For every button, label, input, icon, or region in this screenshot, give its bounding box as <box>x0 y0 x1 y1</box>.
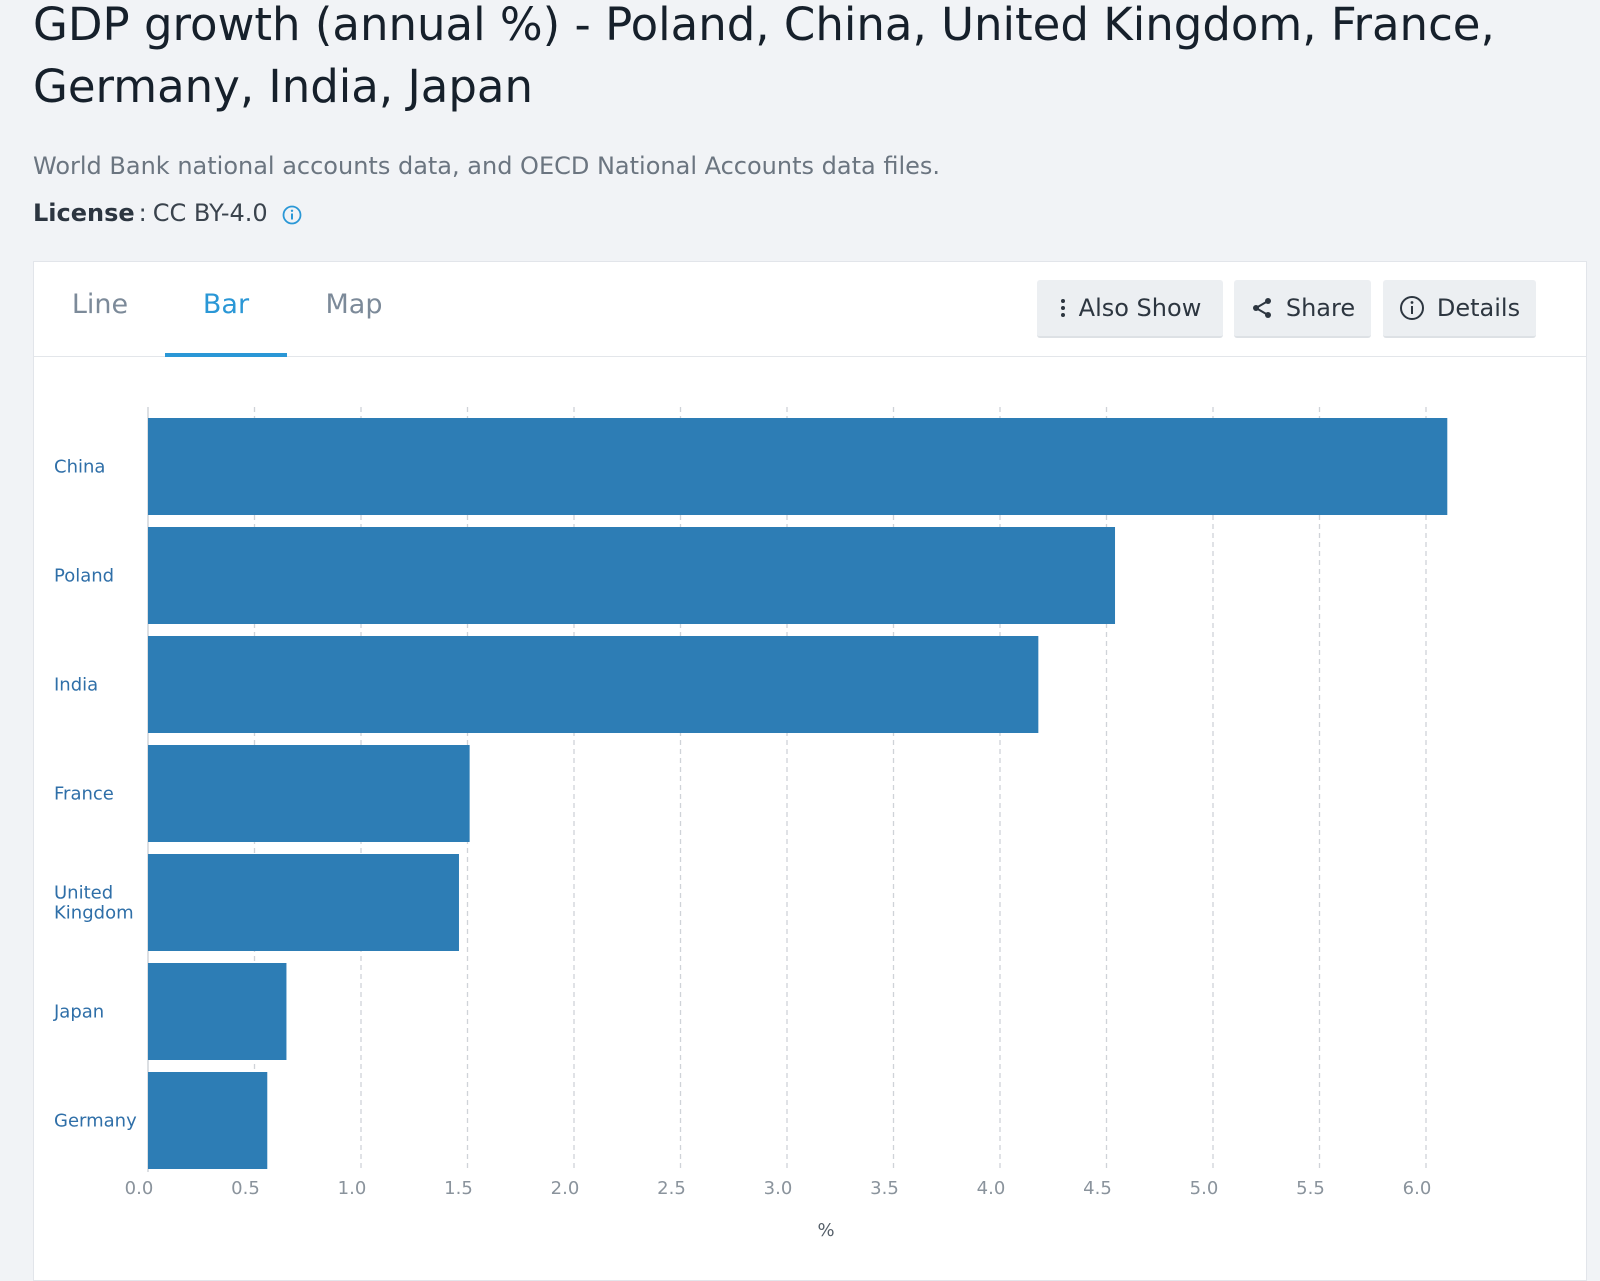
x-tick-label: 4.5 <box>1083 1178 1112 1199</box>
license-separator: : <box>138 199 147 227</box>
x-tick-label: 2.5 <box>657 1178 686 1199</box>
x-tick-label: 4.0 <box>977 1178 1006 1199</box>
details-button[interactable]: Details <box>1383 280 1536 338</box>
info-circle-icon[interactable] <box>282 203 302 225</box>
info-circle-icon <box>1399 296 1424 320</box>
category-label: Germany <box>54 1111 137 1132</box>
x-tick-label: 3.5 <box>870 1178 899 1199</box>
category-label: Japan <box>53 1002 104 1023</box>
bar <box>148 527 1116 624</box>
chart-card: Line Bar Map Also Show Share Details 0.0… <box>33 261 1587 1281</box>
license-value: CC BY-4.0 <box>152 199 268 227</box>
bar <box>148 636 1039 733</box>
x-tick-label: 0.5 <box>231 1178 260 1199</box>
bar <box>148 745 470 842</box>
tab-line[interactable]: Line <box>71 289 129 320</box>
vertical-dots-icon <box>1060 299 1065 317</box>
bar <box>148 963 287 1060</box>
license-label: License <box>33 199 135 227</box>
x-tick-label: 2.0 <box>551 1178 580 1199</box>
x-tick-label: 0.0 <box>125 1178 154 1199</box>
category-label: India <box>54 675 98 696</box>
x-tick-label: 1.0 <box>338 1178 367 1199</box>
bar-chart: 0.0 0.5 1.0 1.5 2.0 2.5 3.0 3.5 4.0 4.5 5.0 5.5 6.0 C… <box>53 407 1448 1241</box>
share-button[interactable]: Share <box>1234 280 1371 338</box>
also-show-label: Also Show <box>1078 294 1202 322</box>
details-label: Details <box>1436 294 1521 322</box>
x-tick-label: 5.0 <box>1190 1178 1219 1199</box>
tab-bar[interactable]: Bar <box>165 262 287 357</box>
category-label: China <box>54 457 105 478</box>
bar <box>148 1072 268 1169</box>
share-icon <box>1252 298 1271 318</box>
x-axis-title: % <box>817 1220 834 1241</box>
also-show-button[interactable]: Also Show <box>1037 280 1223 338</box>
x-tick-label: 1.5 <box>444 1178 473 1199</box>
x-tick-label: 6.0 <box>1403 1178 1432 1199</box>
data-source: World Bank national accounts data, and O… <box>33 152 941 180</box>
share-label: Share <box>1285 294 1356 322</box>
license-line: License : CC BY-4.0 <box>33 199 302 227</box>
x-tick-label: 5.5 <box>1296 1178 1325 1199</box>
category-label: Poland <box>54 566 114 587</box>
chart-tabs: Line Bar Map Also Show Share Details <box>34 262 1586 357</box>
category-label: France <box>54 784 114 805</box>
category-label: United Kingdom <box>54 883 134 924</box>
tab-map[interactable]: Map <box>325 289 383 320</box>
bar <box>148 854 459 951</box>
bar <box>148 418 1448 515</box>
x-tick-label: 3.0 <box>764 1178 793 1199</box>
page-title: GDP growth (annual %) - Poland, China, U… <box>33 0 1495 113</box>
